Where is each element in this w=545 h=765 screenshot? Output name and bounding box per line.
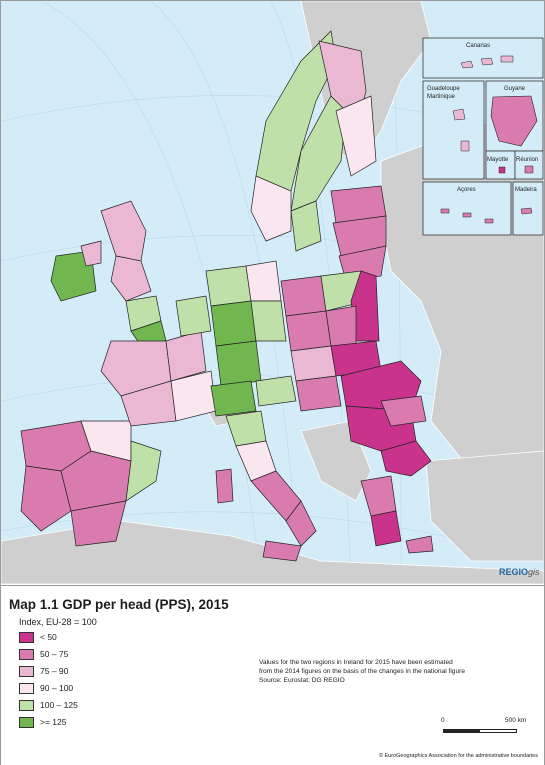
legend-swatch [19, 648, 34, 660]
index-label: Index, EU-28 = 100 [19, 617, 97, 627]
iberia-regions [20, 420, 162, 547]
legend-swatch [19, 665, 34, 677]
inset-label-guadeloupe: Guadeloupe [427, 86, 460, 92]
legend-label: 100 – 125 [40, 700, 78, 710]
scale-zero-label: 0 [441, 717, 445, 724]
legend-panel: Map 1.1 GDP per head (PPS), 2015 Index, … [1, 585, 544, 765]
west-central-regions [100, 260, 297, 427]
legend-swatch [19, 699, 34, 711]
regiogis-logo: REGIOgis [499, 567, 540, 577]
note-line: Values for the two regions in Ireland fo… [259, 659, 453, 666]
inset-label-acores: Açores [457, 187, 476, 193]
note-line: from the 2014 figures on the basis of th… [259, 668, 466, 675]
legend-item: 75 – 90 [19, 664, 68, 678]
inset-label-martinique: Martinique [427, 94, 456, 100]
italy-regions [215, 410, 317, 562]
legend-swatch [19, 716, 34, 728]
note-source: Source: Eurostat, DG REGIO [259, 677, 345, 684]
legend-label: 50 – 75 [40, 649, 69, 659]
legend-label: 75 – 90 [40, 666, 69, 676]
inset-label-reunion: Réunion [516, 157, 538, 163]
europe-map: Canarias Guadeloupe Martinique Guyane Ma… [1, 1, 544, 584]
south-east-regions [340, 360, 434, 554]
legend-item: 100 – 125 [19, 698, 78, 712]
inset-label-madeira: Madeira [515, 187, 537, 193]
inset-label-canarias: Canarias [466, 43, 490, 49]
legend-label: < 50 [40, 632, 57, 642]
legend-label: >= 125 [40, 717, 67, 727]
inset-guadeloupe-martinique [422, 80, 485, 180]
scale-max-label: 500 km [505, 717, 527, 724]
central-east-regions [280, 270, 382, 412]
legend-swatch [19, 682, 34, 694]
source-note: Values for the two regions in Ireland fo… [259, 658, 465, 685]
map-canvas: Canarias Guadeloupe Martinique Guyane Ma… [1, 1, 544, 584]
legend-item: 90 – 100 [19, 681, 73, 695]
outermost-insets: Canarias Guadeloupe Martinique Guyane Ma… [422, 37, 544, 236]
legend-item: < 50 [19, 630, 57, 644]
map-title: Map 1.1 GDP per head (PPS), 2015 [9, 597, 229, 612]
inset-mayotte [485, 150, 516, 180]
inset-label-guyane: Guyane [504, 86, 526, 92]
legend-label: 90 – 100 [40, 683, 74, 693]
inset-canarias [422, 37, 544, 79]
copyright-notice: © EuroGeographics Association for the ad… [378, 753, 538, 759]
nordic-regions [250, 30, 377, 252]
inset-label-mayotte: Mayotte [487, 157, 509, 163]
baltic-regions [330, 185, 387, 282]
inset-acores [422, 181, 512, 236]
legend-item: >= 125 [19, 715, 66, 729]
scale-bar [443, 729, 517, 733]
legend-item: 50 – 75 [19, 647, 68, 661]
legend-swatch [19, 631, 34, 643]
uk-ireland-regions [50, 200, 167, 347]
inset-reunion [514, 150, 544, 180]
